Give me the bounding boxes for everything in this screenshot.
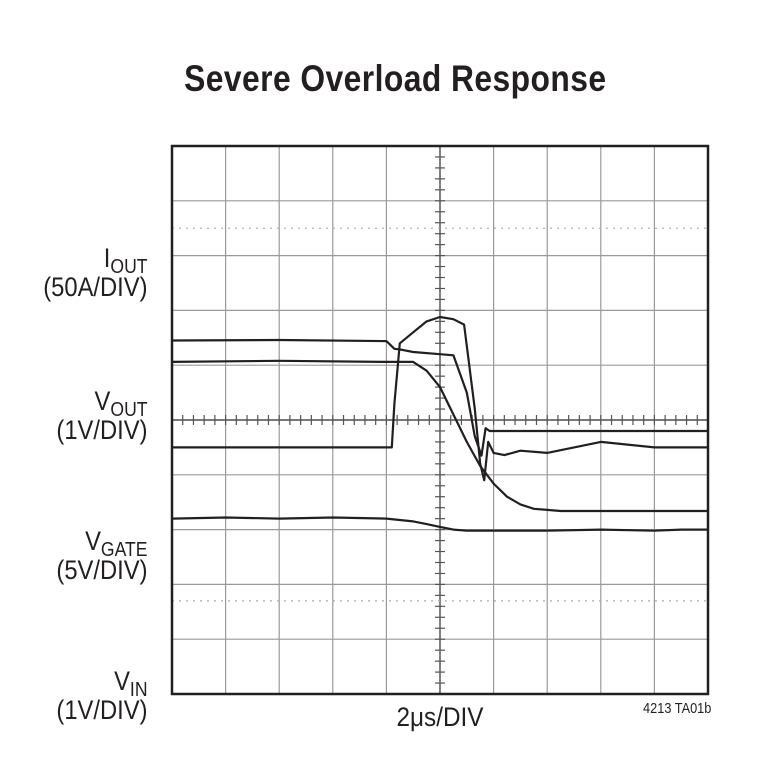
channel-label-vout: VOUT (1V/DIV) [56, 386, 148, 445]
channel-label-iout: IOUT (50A/DIV) [43, 243, 148, 302]
x-axis-label: 2μs/DIV [396, 702, 484, 732]
channel-label-vin: VIN (1V/DIV) [56, 666, 148, 725]
trace-vgate [171, 359, 708, 513]
trace-vout [171, 338, 708, 457]
figure-id: 4213 TA01b [642, 700, 711, 717]
trace-iout [172, 315, 708, 482]
trace-vin [171, 516, 708, 532]
channel-label-vgate: VGATE (5V/DIV) [56, 526, 148, 585]
chart-title: Severe Overload Response [184, 58, 607, 99]
plot-frame [170, 144, 710, 696]
